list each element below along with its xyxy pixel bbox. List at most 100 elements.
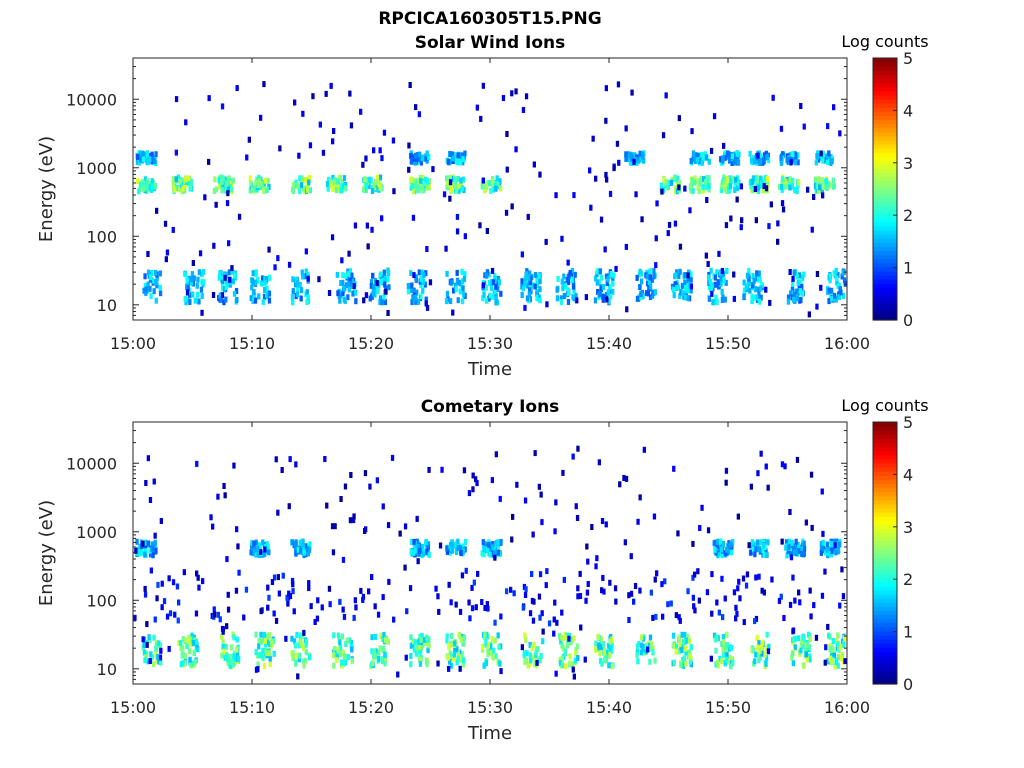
heatmap-cell (308, 175, 312, 181)
heatmap-cell (757, 546, 762, 553)
heatmap-cell (805, 656, 809, 663)
heatmap-cell (710, 290, 714, 297)
heatmap-cell (213, 611, 217, 618)
heatmap-cell (307, 585, 311, 592)
colorbar-segment (873, 168, 897, 174)
heatmap-cell (267, 246, 271, 253)
heatmap-cell (220, 178, 224, 185)
heatmap-cell (218, 616, 222, 623)
colorbar-segment (873, 287, 897, 292)
heatmap-cell (273, 264, 277, 271)
heatmap-cell (419, 275, 423, 282)
heatmap-cell (838, 541, 842, 548)
heatmap-cell (350, 272, 354, 279)
heatmap-cell (688, 282, 692, 289)
heatmap-cell (710, 610, 714, 617)
heatmap-cell (630, 155, 634, 162)
heatmap-cell (646, 290, 651, 297)
heatmap-cell (359, 587, 363, 594)
heatmap-cell (459, 186, 463, 193)
heatmap-cell (458, 608, 463, 615)
heatmap-cell (306, 271, 310, 278)
heatmap-cell (639, 649, 643, 656)
heatmap-cell (709, 284, 714, 291)
heatmap-cell (303, 657, 308, 664)
heatmap-cell (654, 235, 658, 242)
heatmap-cell (514, 146, 518, 153)
heatmap-cell (722, 651, 726, 658)
heatmap-cell (415, 515, 419, 522)
heatmap-cell (791, 627, 796, 634)
heatmap-cell (216, 493, 220, 500)
heatmap-cell (265, 285, 269, 292)
heatmap-cell (458, 544, 462, 551)
heatmap-cell (259, 114, 263, 121)
heatmap-cell (484, 284, 489, 291)
heatmap-cell (717, 609, 721, 616)
heatmap-cell (419, 637, 423, 644)
heatmap-cell (266, 293, 270, 300)
heatmap-cell (766, 181, 770, 188)
heatmap-cell (294, 652, 298, 659)
heatmap-cell (481, 183, 485, 189)
heatmap-cell (568, 653, 572, 660)
heatmap-cell (737, 151, 741, 158)
heatmap-cell (287, 503, 291, 510)
heatmap-cell (472, 579, 476, 586)
heatmap-cell (425, 634, 429, 641)
heatmap-cell (250, 543, 254, 550)
heatmap-cell (735, 184, 740, 191)
heatmap-cell (614, 265, 618, 272)
heatmap-cell (815, 271, 820, 277)
heatmap-cell (701, 184, 705, 191)
heatmap-cell (791, 650, 795, 657)
heatmap-cell (724, 467, 729, 474)
heatmap-cell (486, 642, 490, 649)
heatmap-cell (499, 668, 503, 675)
heatmap-cell (538, 286, 542, 293)
heatmap-cell (329, 178, 333, 185)
heatmap-cell (610, 642, 614, 648)
heatmap-cell (648, 274, 652, 281)
colorbar-segment (873, 614, 897, 620)
heatmap-cell (807, 644, 812, 651)
heatmap-cell (288, 593, 293, 599)
heatmap-cell (164, 256, 168, 263)
colorbar-segment (873, 66, 897, 71)
heatmap-cell (749, 483, 753, 490)
heatmap-cell (836, 271, 840, 278)
heatmap-cell (193, 658, 197, 665)
colorbar-frame (872, 57, 898, 321)
heatmap-cell (449, 279, 453, 286)
heatmap-cell (233, 650, 237, 657)
heatmap-cell (721, 634, 726, 640)
heatmap-cell (445, 184, 449, 191)
heatmap-cell (825, 547, 829, 553)
colorbar-segment (873, 569, 897, 575)
heatmap-cell (794, 538, 798, 545)
heatmap-cell (136, 153, 140, 160)
x-tick-label: 15:40 (586, 698, 632, 717)
heatmap-cell (684, 290, 688, 297)
heatmap-cell (667, 180, 671, 186)
heatmap-cell (154, 297, 158, 304)
heatmap-cell (413, 159, 417, 166)
heatmap-cell (836, 282, 840, 289)
heatmap-cell (652, 513, 657, 520)
heatmap-cell (349, 640, 353, 646)
heatmap-cell (675, 285, 679, 291)
heatmap-cell (634, 191, 638, 198)
heatmap-cell (409, 158, 413, 165)
heatmap-cell (703, 179, 708, 185)
heatmap-cell (345, 637, 349, 644)
heatmap-cell (717, 250, 721, 257)
colorbar-segment (873, 438, 897, 444)
heatmap-cell (134, 547, 138, 554)
heatmap-cell (344, 282, 349, 289)
heatmap-cell (354, 604, 358, 611)
heatmap-cell (649, 283, 653, 290)
heatmap-cell (565, 276, 569, 283)
heatmap-cell (639, 156, 643, 163)
heatmap-cell (792, 269, 796, 276)
heatmap-cell (384, 285, 388, 292)
